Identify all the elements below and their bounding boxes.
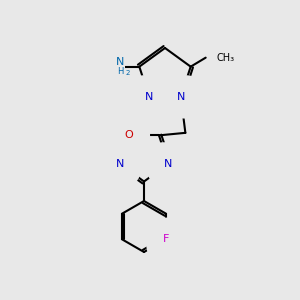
Text: N: N bbox=[145, 92, 153, 102]
Text: N: N bbox=[164, 159, 172, 169]
Text: N: N bbox=[177, 92, 185, 102]
Text: O: O bbox=[124, 130, 134, 140]
Text: CH₃: CH₃ bbox=[216, 53, 234, 63]
Text: H: H bbox=[117, 67, 123, 76]
Text: N: N bbox=[116, 57, 124, 67]
Text: 2: 2 bbox=[125, 70, 130, 76]
Text: N: N bbox=[116, 159, 124, 169]
Text: F: F bbox=[163, 234, 169, 244]
